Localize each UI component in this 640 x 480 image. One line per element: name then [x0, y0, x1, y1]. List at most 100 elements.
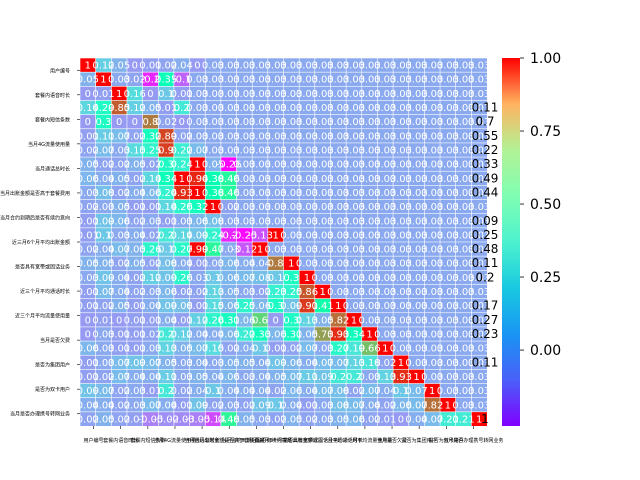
cell-annotation: 1 — [194, 160, 200, 171]
cell-annotation: -0.13 — [247, 230, 273, 241]
right-edge-label: 0.22 — [472, 143, 499, 157]
cell-annotation: 0.05 — [77, 75, 99, 86]
cell-annotation: 0.03 — [468, 89, 490, 100]
cell-annotation: 0 — [147, 89, 153, 100]
cell-annotation: 0.24 — [171, 160, 193, 171]
cell-annotation: 0.34 — [343, 330, 365, 341]
cell-annotation: 0 — [116, 315, 122, 326]
right-edge-label: 0.7 — [475, 115, 494, 129]
colorbar-tick-label: 0.75 — [530, 124, 561, 140]
cell-annotation: 0.05 — [108, 61, 130, 72]
y-tick-label: 当月是否欠费 — [40, 337, 70, 344]
cell-annotation: 1 — [445, 400, 451, 411]
cell-annotation: 1 — [288, 259, 294, 270]
right-edge-label: 0.25 — [472, 228, 499, 242]
right-edge-label: 0.11 — [472, 355, 499, 369]
y-tick-label: 是否为集团用户 — [35, 362, 70, 369]
cell-annotation: 0 — [398, 414, 404, 425]
y-tick-label: 套餐内短信条数 — [35, 116, 70, 123]
cell-annotation: 0.3 — [96, 117, 112, 128]
heatmap-cells — [79, 57, 488, 427]
cell-annotation: 1 — [179, 174, 185, 185]
cell-annotation: 0 — [116, 117, 122, 128]
right-edge-label: 0.11 — [472, 101, 499, 115]
cell-annotation: 1 — [335, 301, 341, 312]
colorbar-tick-label: 1.00 — [530, 51, 561, 67]
right-edge-label: 0.23 — [472, 327, 499, 341]
right-edge-label: 0.27 — [472, 313, 499, 327]
cell-annotation: -0.12 — [231, 245, 257, 256]
x-axis-tick-labels: 用户编号 套餐内语音时长套餐内短信条数当月4G流量使用量当月通话总时长当月出账金额… — [84, 426, 503, 444]
cell-annotation: 0.2 — [330, 372, 346, 383]
right-edge-label: 0.17 — [472, 299, 499, 313]
cell-annotation: 0.82 — [327, 315, 349, 326]
cell-annotation: 0.3 — [283, 273, 299, 284]
colorbar-tick-label: 0.50 — [530, 197, 561, 213]
y-tick-label: 近三个月平均流量使用量 — [15, 313, 70, 320]
cell-annotation: 0.01 — [374, 414, 396, 425]
right-edge-label: 0.44 — [472, 185, 499, 199]
cell-annotation: 1 — [85, 61, 91, 72]
cell-annotation: 0 — [85, 89, 91, 100]
cell-annotation: 0.02 — [374, 358, 396, 369]
cell-annotation: 0.21 — [452, 414, 474, 425]
cell-annotation: 0.01 — [92, 89, 114, 100]
cell-annotation: 0.8 — [268, 259, 284, 270]
cell-annotation: 1 — [210, 202, 216, 213]
cell-annotation: 0 — [85, 330, 91, 341]
colorbar-ticks: 1.00 0.75 0.50 0.25 0.00 — [520, 51, 561, 359]
cell-annotation: 0.01 — [92, 315, 114, 326]
cell-annotation: 1 — [382, 344, 388, 355]
right-edge-label: 1 — [481, 412, 489, 426]
cell-annotation: 0 — [132, 61, 138, 72]
y-tick-label: 近三月6个月平均出账金额 — [12, 239, 70, 246]
cell-annotation: 1 — [257, 245, 263, 256]
y-tick-label: 当月合约到期后是否有续约意向 — [0, 214, 70, 221]
cell-annotation: 0.93 — [171, 188, 193, 199]
cell-annotation: 1 — [116, 89, 122, 100]
cell-annotation: 0 — [179, 117, 185, 128]
cell-annotation: 1 — [100, 75, 106, 86]
colorbar — [502, 58, 520, 426]
cell-annotation: 0.6 — [252, 315, 268, 326]
colorbar-tick-label: 0.25 — [530, 270, 561, 286]
y-tick-label: 当月是否办理携号转网业务 — [10, 411, 70, 418]
cell-annotation: 1 — [413, 372, 419, 383]
cell-annotation: 0.03 — [468, 202, 490, 213]
cell-annotation: 1 — [319, 287, 325, 298]
cell-annotation: 0 — [85, 315, 91, 326]
cell-annotation: 0.1 — [268, 273, 284, 284]
cell-annotation: 0.07 — [405, 386, 427, 397]
cell-annotation: 0 — [85, 117, 91, 128]
cell-annotation: 1 — [398, 358, 404, 369]
cell-annotation: 0.93 — [390, 372, 412, 383]
right-edge-label: 0.55 — [472, 129, 499, 143]
right-edge-label: 0.09 — [472, 214, 499, 228]
cell-annotation: 1 — [194, 188, 200, 199]
y-tick-label: 套餐内语音时长 — [35, 92, 70, 99]
cell-annotation: 1 — [351, 315, 357, 326]
cell-annotation: 0 — [132, 117, 138, 128]
cell-annotation: 0.04 — [171, 61, 193, 72]
x-tick-label: 用户编号 — [84, 437, 104, 444]
right-edge-label: 0.33 — [472, 157, 499, 171]
cell-annotation: 0.03 — [468, 400, 490, 411]
right-edge-label: 0.48 — [472, 242, 499, 256]
cell-annotation: 0.03 — [468, 344, 490, 355]
x-tick-label: 当月是否办理携号转网业务 — [443, 437, 503, 444]
cell-annotation: 0.03 — [468, 61, 490, 72]
y-axis-tick-labels: 用户编号套餐内语音时长套餐内短信条数当月4G流量使用量当月通话总时长当月出账金额… — [0, 67, 80, 418]
cell-annotation: 0.34 — [155, 174, 177, 185]
cell-annotation: 0.03 — [468, 372, 490, 383]
y-tick-label: 近三个月平均通话时长 — [20, 288, 70, 295]
cell-annotation: 0.03 — [468, 386, 490, 397]
right-edge-label: 0.2 — [475, 270, 494, 284]
right-edge-label: 0.49 — [472, 171, 499, 185]
cell-annotation: 1 — [304, 273, 310, 284]
cell-annotation: 0.16 — [124, 89, 146, 100]
cell-annotation: 0.41 — [312, 301, 334, 312]
cell-annotation: 1 — [429, 386, 435, 397]
cell-annotation: 0.32 — [186, 202, 208, 213]
cell-annotation: 0 — [194, 61, 200, 72]
